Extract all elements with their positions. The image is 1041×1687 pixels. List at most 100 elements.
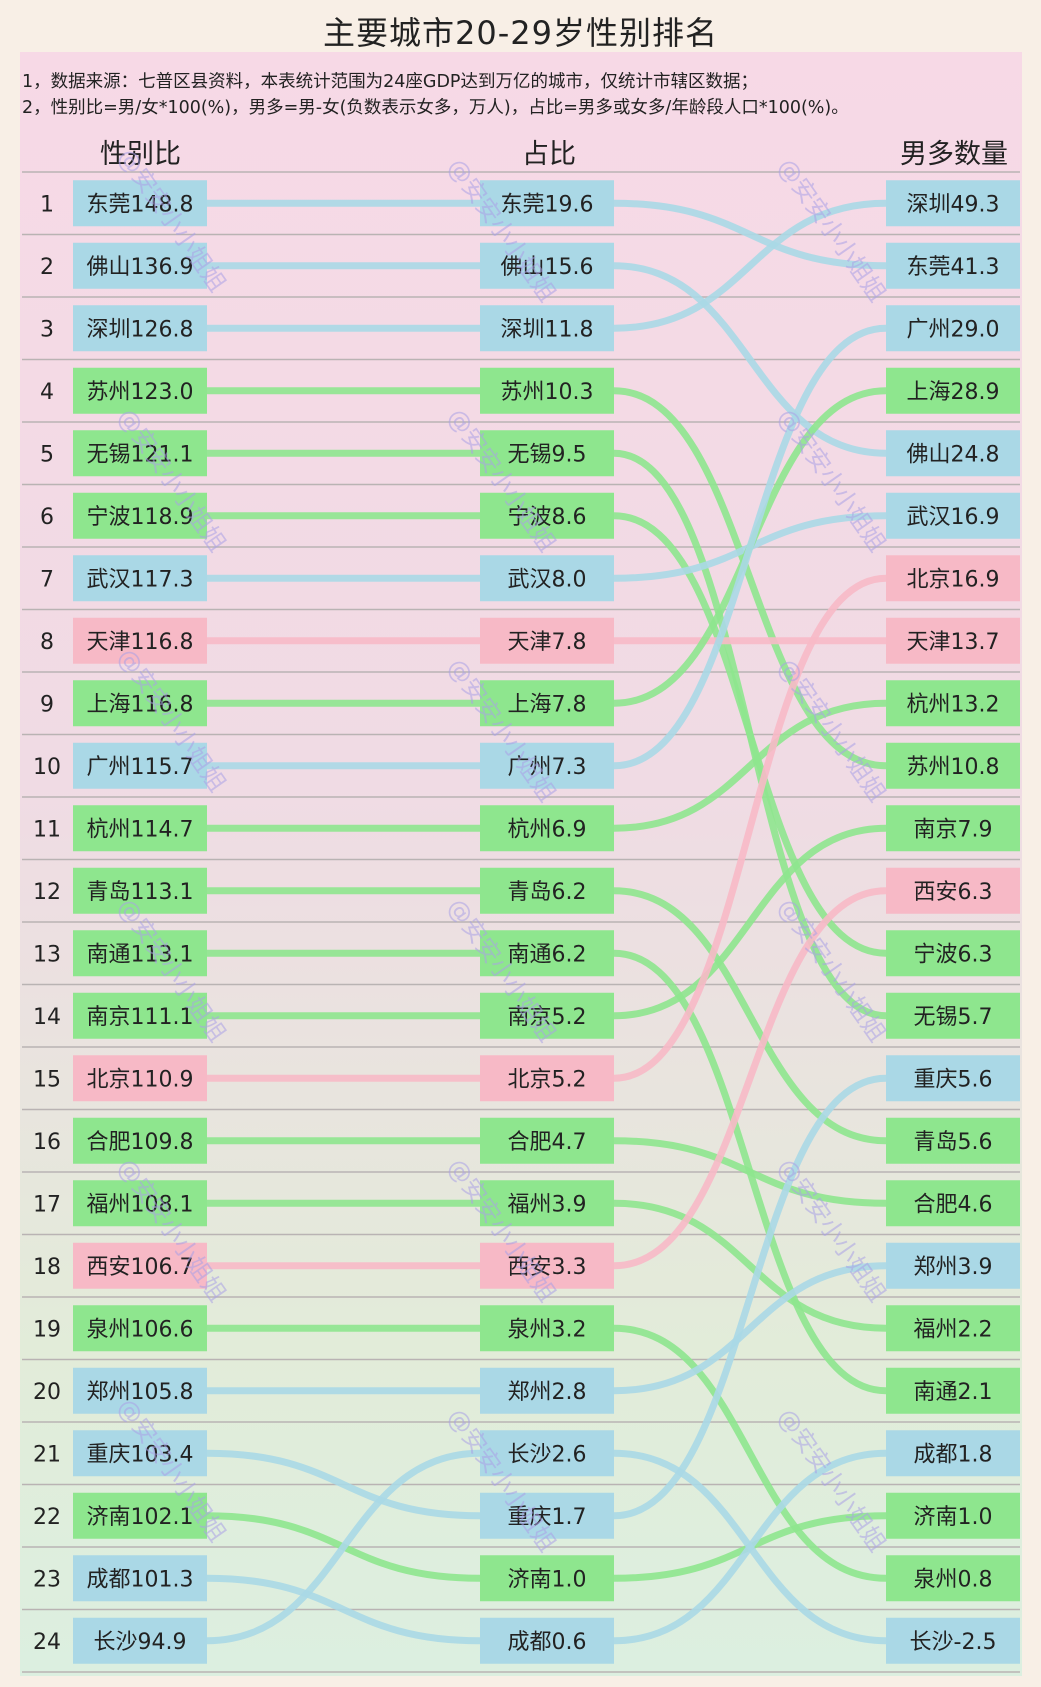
share-box — [480, 930, 614, 977]
share-label: 深圳11.8 — [501, 317, 594, 342]
rank-number: 20 — [33, 1380, 61, 1405]
male_surplus-label: 长沙-2.5 — [910, 1630, 997, 1655]
share-label: 长沙2.6 — [508, 1442, 587, 1467]
share-label: 佛山15.6 — [501, 255, 594, 280]
sex_ratio-box — [73, 867, 207, 914]
share-label: 天津7.8 — [508, 630, 587, 655]
sex_ratio-box — [73, 305, 207, 352]
link-南京 — [613, 824, 887, 1020]
sex_ratio-box — [73, 180, 207, 227]
rank-number: 2 — [40, 255, 54, 280]
share-box — [480, 992, 614, 1039]
male_surplus-label: 南通2.1 — [914, 1380, 993, 1405]
share-box — [480, 805, 614, 852]
male_surplus-label: 西安6.3 — [914, 880, 993, 905]
sex_ratio-box — [73, 1117, 207, 1164]
sex_ratio-label: 南通113.1 — [87, 942, 194, 967]
rank-number: 9 — [40, 692, 54, 717]
link-合肥 — [613, 1137, 887, 1207]
male_surplus-box — [886, 367, 1020, 414]
sex_ratio-label: 重庆103.4 — [87, 1442, 194, 1467]
sex_ratio-label: 佛山136.9 — [87, 255, 194, 280]
header-male-surplus: 男多数量 — [900, 139, 1008, 170]
link-佛山 — [613, 262, 887, 457]
share-label: 郑州2.8 — [508, 1380, 587, 1405]
share-label: 宁波8.6 — [508, 505, 587, 530]
rank-number: 12 — [33, 880, 61, 905]
share-label: 重庆1.7 — [508, 1505, 587, 1530]
share-label: 合肥4.7 — [508, 1130, 587, 1155]
sex_ratio-box — [73, 1555, 207, 1602]
sex_ratio-label: 泉州106.6 — [87, 1317, 194, 1342]
share-box — [480, 1555, 614, 1602]
share-box — [480, 742, 614, 789]
male_surplus-box — [886, 992, 1020, 1039]
sex_ratio-box — [73, 1430, 207, 1477]
share-box — [480, 242, 614, 289]
male_surplus-box — [886, 430, 1020, 477]
sex_ratio-box — [73, 992, 207, 1039]
sex_ratio-box — [73, 1617, 207, 1664]
rank-number: 16 — [33, 1130, 61, 1155]
male_surplus-label: 成都1.8 — [914, 1442, 993, 1467]
male_surplus-box — [886, 305, 1020, 352]
rank-number: 22 — [33, 1505, 61, 1530]
rank-number: 5 — [40, 442, 54, 467]
sex_ratio-box — [73, 1492, 207, 1539]
rank-number: 6 — [40, 505, 54, 530]
link-泉州 — [613, 1324, 887, 1582]
rank-number: 10 — [33, 755, 61, 780]
male_surplus-label: 福州2.2 — [914, 1317, 993, 1342]
share-box — [480, 555, 614, 602]
male_surplus-box — [886, 180, 1020, 227]
rank-number: 19 — [33, 1317, 61, 1342]
male_surplus-box — [886, 617, 1020, 664]
share-box — [480, 305, 614, 352]
share-box — [480, 1617, 614, 1664]
link-重庆 — [613, 1074, 887, 1520]
sex_ratio-label: 郑州105.8 — [87, 1380, 194, 1405]
share-label: 泉州3.2 — [508, 1317, 587, 1342]
male_surplus-label: 合肥4.6 — [914, 1192, 993, 1217]
male_surplus-box — [886, 242, 1020, 289]
male_surplus-label: 广州29.0 — [907, 317, 1000, 342]
male_surplus-box — [886, 680, 1020, 727]
sex_ratio-label: 成都101.3 — [87, 1567, 194, 1592]
share-box — [480, 867, 614, 914]
sex_ratio-box — [73, 242, 207, 289]
male_surplus-box — [886, 1180, 1020, 1227]
male_surplus-box — [886, 1117, 1020, 1164]
link-深圳 — [613, 199, 887, 332]
share-box — [480, 1305, 614, 1352]
header-sex-ratio: 性别比 — [100, 139, 181, 170]
sex_ratio-label: 武汉117.3 — [87, 567, 194, 592]
link-宁波 — [613, 512, 887, 957]
male_surplus-label: 无锡5.7 — [914, 1005, 993, 1030]
male_surplus-box — [886, 930, 1020, 977]
rank-number: 3 — [40, 317, 54, 342]
male_surplus-box — [886, 867, 1020, 914]
link-重庆 — [206, 1449, 481, 1520]
male_surplus-label: 深圳49.3 — [907, 192, 1000, 217]
rank-number: 24 — [33, 1630, 61, 1655]
share-box — [480, 1492, 614, 1539]
male_surplus-label: 杭州13.2 — [907, 692, 1000, 717]
rank-number: 8 — [40, 630, 54, 655]
male_surplus-box — [886, 492, 1020, 539]
link-西安 — [613, 887, 887, 1270]
sex_ratio-box — [73, 805, 207, 852]
share-label: 福州3.9 — [508, 1192, 587, 1217]
male_surplus-label: 宁波6.3 — [914, 942, 993, 967]
male_surplus-box — [886, 1055, 1020, 1102]
sex_ratio-box — [73, 1367, 207, 1414]
sex_ratio-label: 济南102.1 — [87, 1505, 194, 1530]
chart-title: 主要城市20-29岁性别排名 — [323, 14, 718, 52]
male_surplus-label: 青岛5.6 — [914, 1130, 993, 1155]
sex_ratio-label: 青岛113.1 — [87, 880, 194, 905]
link-郑州 — [613, 1262, 887, 1395]
sex_ratio-box — [73, 617, 207, 664]
sex_ratio-label: 无锡121.1 — [87, 442, 194, 467]
link-长沙 — [206, 1449, 481, 1645]
share-box — [480, 367, 614, 414]
